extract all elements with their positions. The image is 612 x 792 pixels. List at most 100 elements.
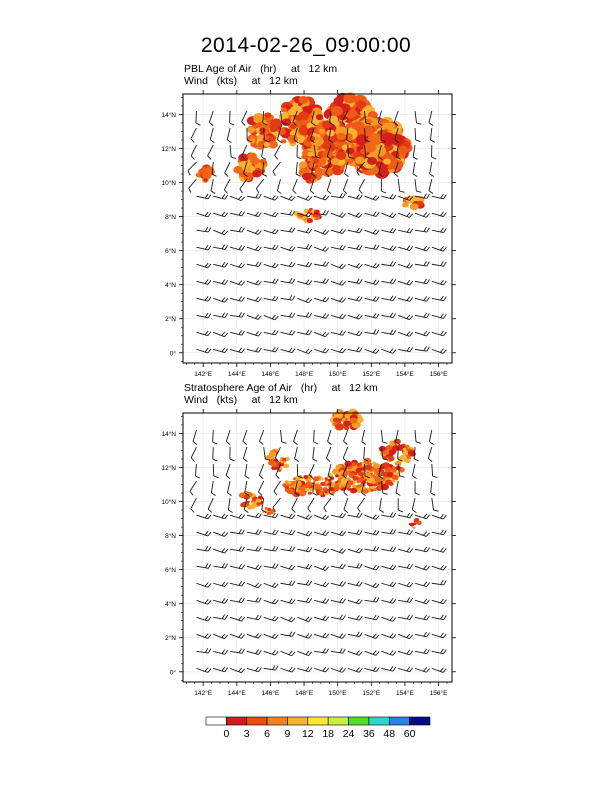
age-of-air-patch (298, 161, 308, 169)
wind-barb (194, 464, 201, 479)
age-of-air-patch (303, 475, 309, 479)
age-of-air-patch (382, 132, 395, 143)
age-of-air-patch (413, 519, 418, 523)
wind-barb (229, 111, 235, 126)
wind-barb (364, 229, 380, 235)
wind-barb (412, 145, 418, 160)
age-of-air-patch (335, 474, 339, 478)
wind-barb (213, 331, 229, 338)
age-of-air-patch (358, 477, 364, 482)
wind-barb (311, 162, 316, 177)
age-of-air-patch (350, 467, 357, 473)
wind-barb (262, 110, 268, 126)
wind-barb (262, 162, 268, 177)
age-of-air-patch (347, 480, 354, 486)
wind-barb (255, 178, 265, 194)
wind-barb (246, 245, 262, 252)
age-of-air-patch (343, 93, 357, 104)
wind-barb (190, 127, 197, 143)
age-of-air-patch (302, 172, 312, 181)
wind-barb (213, 211, 229, 218)
wind-barb (347, 244, 363, 251)
wind-barb (196, 546, 212, 552)
wind-barb (229, 262, 245, 269)
wind-barb (313, 246, 330, 252)
age-of-air-patch (393, 438, 401, 445)
wind-barb (313, 229, 330, 235)
wind-barb (246, 128, 253, 143)
age-of-air-patch (336, 132, 347, 141)
wind-barb (213, 297, 229, 303)
wind-barb (330, 347, 346, 354)
age-of-air-patch (268, 140, 279, 149)
age-of-air-patch (354, 156, 365, 165)
x-tick-label: 156°E (430, 370, 448, 378)
wind-barb (414, 261, 430, 267)
wind-barb (297, 227, 313, 234)
wind-barb (314, 261, 329, 267)
wind-barb (380, 179, 387, 194)
wind-barb (277, 127, 282, 143)
wind-barb (196, 279, 212, 285)
wind-barb (364, 329, 380, 335)
age-of-air-patch (364, 464, 373, 471)
wind-barb (263, 295, 279, 302)
wind-barb (295, 162, 301, 177)
colorbar-swatch (226, 716, 248, 726)
wind-barb (381, 261, 397, 267)
age-of-air-patch (286, 488, 294, 494)
wind-barb (398, 263, 414, 269)
wind-barb (364, 279, 380, 285)
wind-barb (380, 128, 386, 143)
age-of-air-patch (299, 119, 308, 126)
wind-barb (378, 162, 384, 177)
wind-barb (398, 227, 414, 234)
wind-barb (414, 110, 422, 125)
colorbar-swatch (287, 716, 309, 726)
age-of-air-patch (282, 457, 287, 462)
age-of-air-patch (253, 112, 265, 122)
age-of-air-patch (352, 475, 359, 481)
wind-barb (246, 314, 262, 320)
wind-barb (329, 110, 335, 126)
wind-barb (396, 145, 402, 160)
wind-barb (246, 331, 262, 337)
wind-barb (381, 227, 397, 234)
age-of-air-patch (269, 125, 278, 133)
wind-barb (246, 347, 262, 353)
wind-barb (229, 347, 245, 354)
panel1-title-line2: Wind (kts) at 12 km (184, 75, 298, 87)
age-of-air-patch (256, 502, 261, 506)
age-of-air-patch (322, 149, 333, 159)
colorbar-label: 0 (223, 728, 229, 740)
age-of-air-patch (264, 507, 268, 510)
y-tick-label: 6°N (165, 247, 176, 255)
age-of-air-patch (367, 157, 377, 165)
age-of-air-patch (318, 128, 326, 134)
y-tick-label: 14°N (161, 111, 176, 119)
age-of-air-patch (344, 460, 353, 467)
wind-barb (196, 296, 212, 302)
wind-barb (224, 161, 231, 177)
wind-barb (377, 144, 383, 160)
age-of-air-patch (312, 476, 320, 482)
wind-barb (330, 263, 346, 270)
age-of-air-patch (255, 498, 262, 504)
age-of-air-patch (268, 135, 277, 141)
wind-barb (263, 329, 279, 336)
wind-barb (190, 144, 197, 160)
wind-barb (325, 161, 332, 177)
age-of-air-patch (397, 146, 409, 155)
wind-barb (330, 297, 346, 303)
age-of-air-patch (343, 425, 350, 431)
age-of-air-patch (402, 447, 407, 451)
age-of-air-patch (327, 478, 332, 482)
wind-barb (347, 212, 363, 218)
wind-barb (297, 211, 313, 218)
age-of-air-patch (280, 139, 287, 144)
wind-barb (196, 563, 212, 569)
age-of-air-patch (356, 462, 361, 466)
wind-barb (196, 312, 212, 319)
wind-barb (280, 110, 287, 125)
wind-barb (314, 210, 329, 216)
